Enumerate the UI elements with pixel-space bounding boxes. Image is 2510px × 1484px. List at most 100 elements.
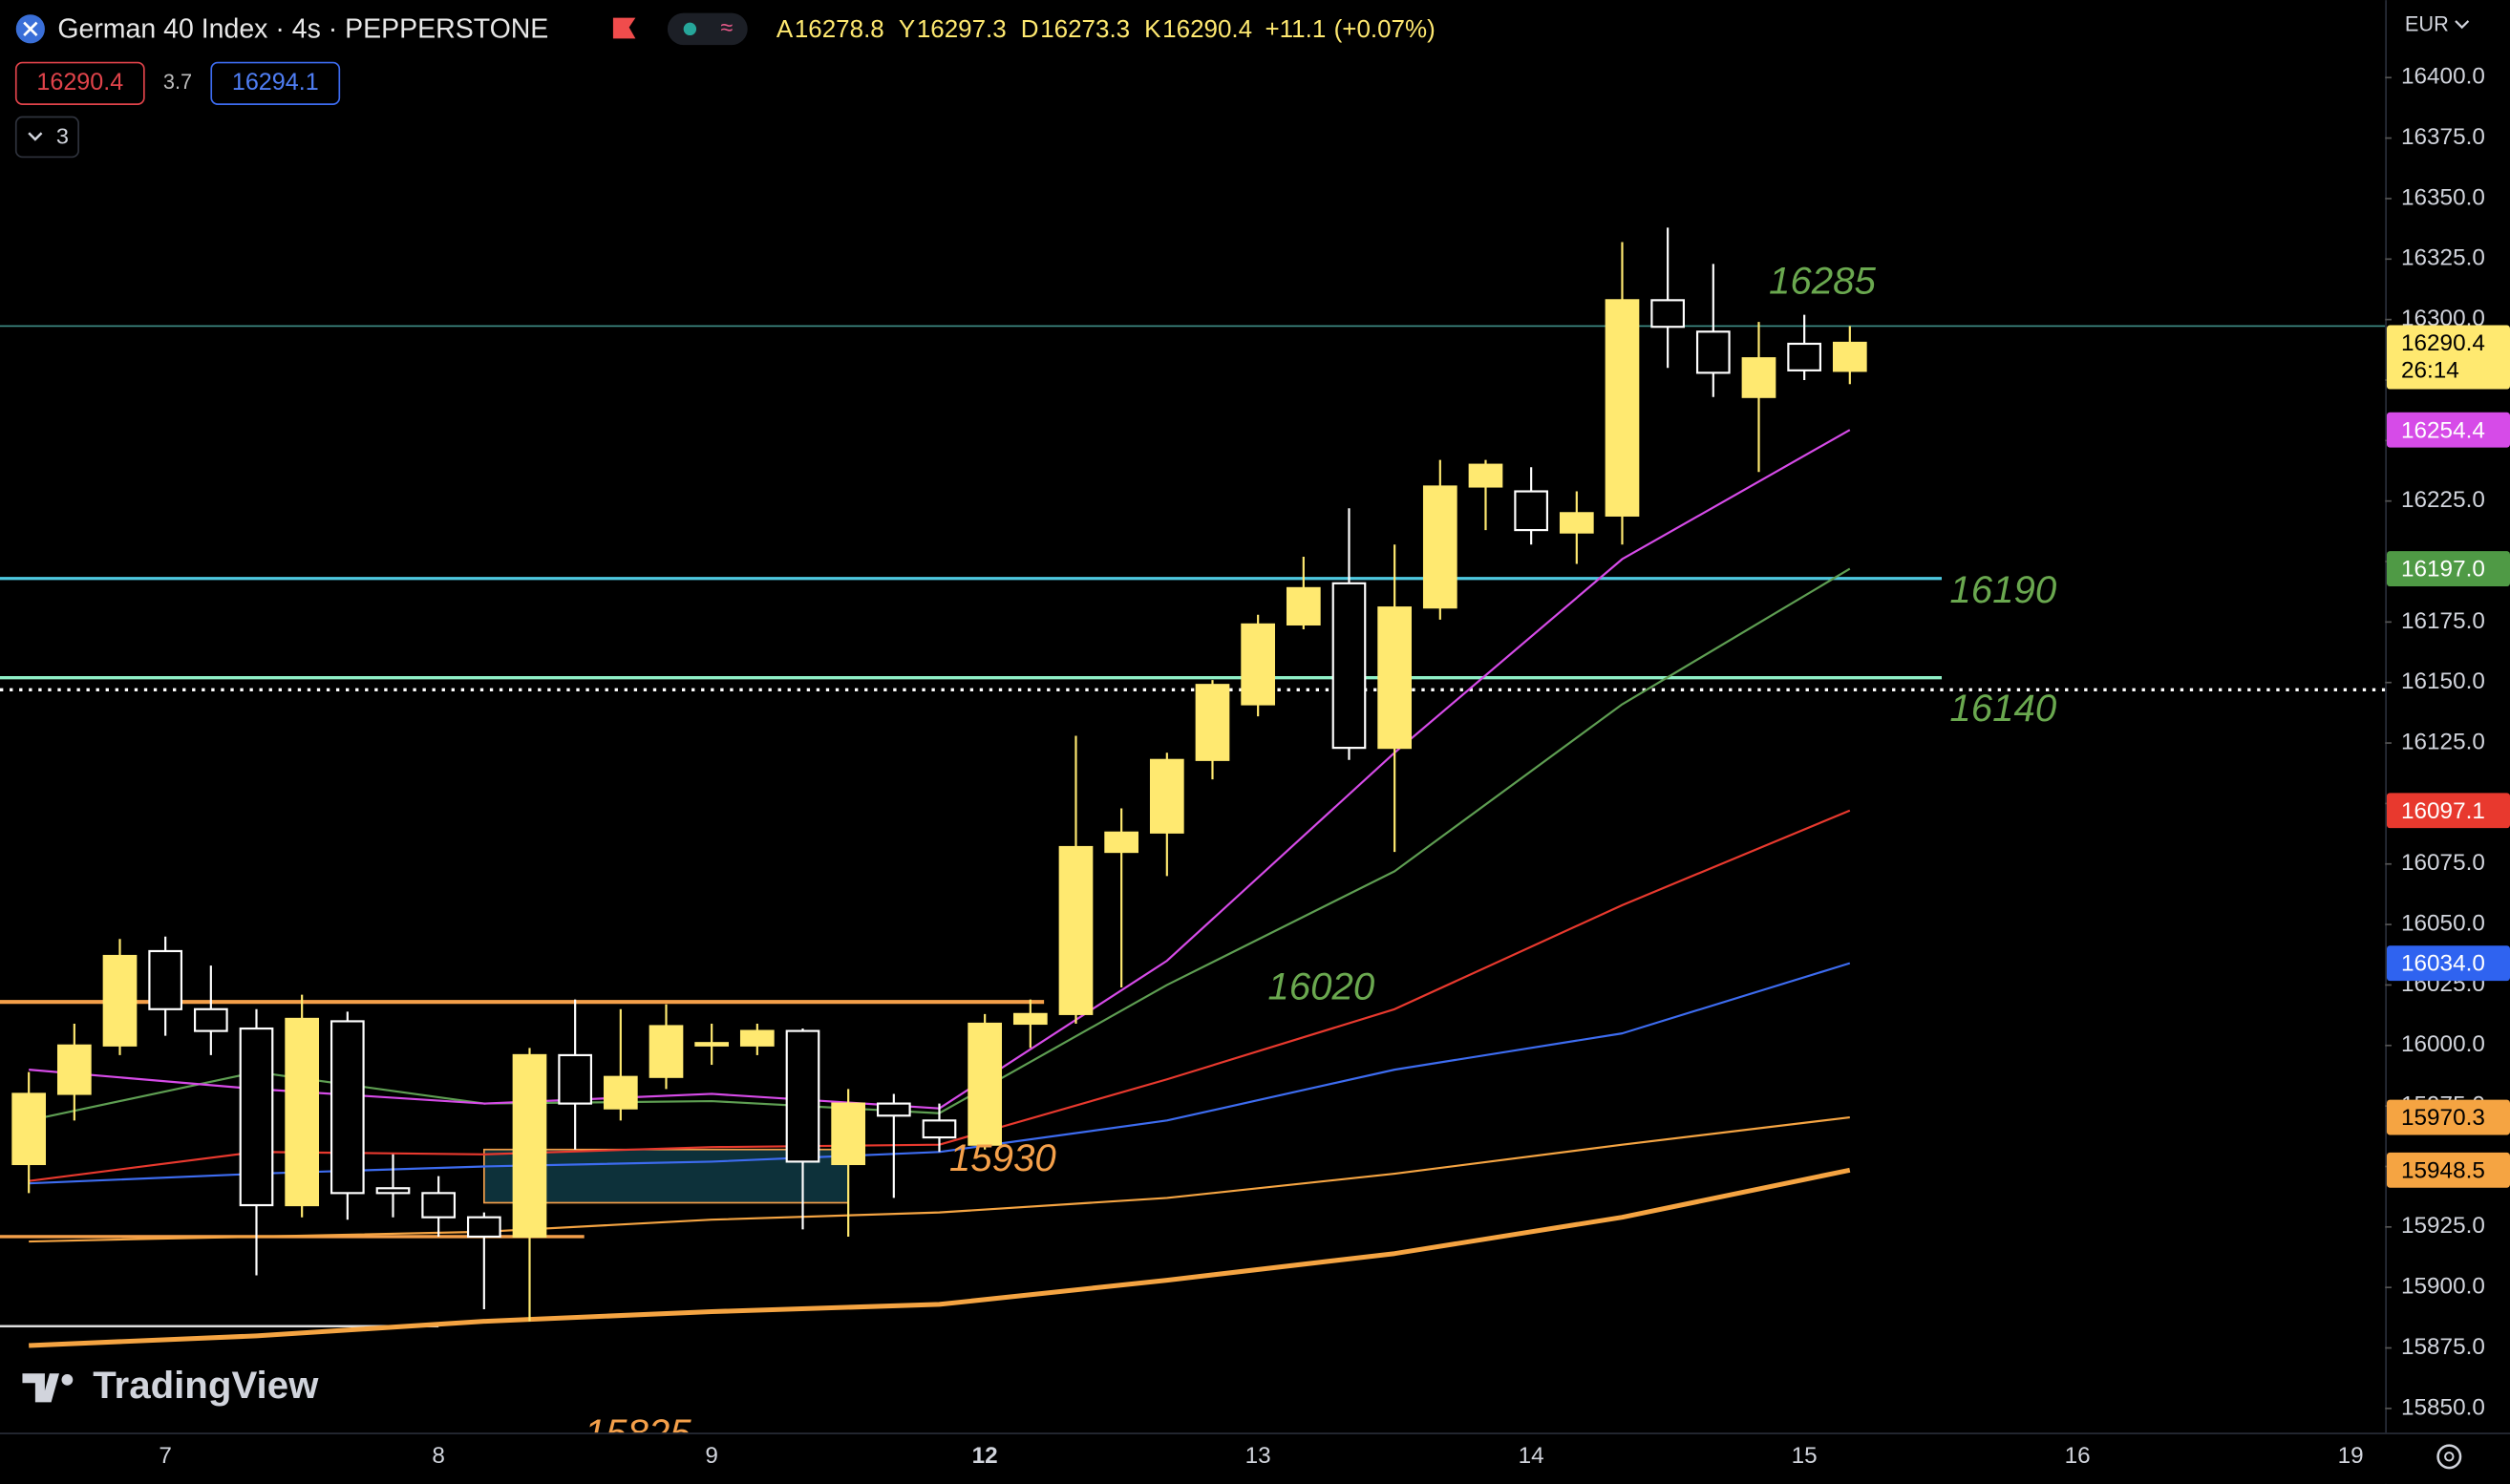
- symbol-title[interactable]: German 40 Index · 4s · PEPPERSTONE: [57, 14, 548, 45]
- candle-body: [193, 1007, 228, 1032]
- y-tick-label: 15875.0: [2401, 1334, 2485, 1360]
- price-badge: [2386, 945, 2510, 982]
- price-badge-label: 16290.4: [2401, 330, 2485, 356]
- candle-body: [1195, 684, 1230, 761]
- settings-icon[interactable]: [2436, 1444, 2462, 1470]
- annotation: 15930: [949, 1136, 1056, 1179]
- candle-body: [739, 1029, 775, 1047]
- y-tick-label: 16325.0: [2401, 245, 2485, 271]
- y-tick-label: 16125.0: [2401, 729, 2485, 754]
- ask-box[interactable]: [210, 61, 341, 105]
- candle-body: [285, 1017, 320, 1207]
- candle-body: [375, 1187, 411, 1195]
- candle-body: [968, 1022, 1003, 1146]
- ohlc-value: 16297.3: [917, 14, 1007, 43]
- x-tick-label: 12: [972, 1443, 998, 1469]
- candle-body: [558, 1053, 593, 1105]
- price-badge-label: 16097.1: [2401, 798, 2485, 824]
- candle-body: [56, 1044, 92, 1095]
- candle-body: [1832, 341, 1867, 372]
- x-tick-label: 19: [2338, 1443, 2364, 1469]
- annotation: 16190: [1949, 568, 2056, 611]
- candle-body: [1741, 357, 1776, 398]
- x-tick-label: 16: [2065, 1443, 2091, 1469]
- candle-body: [1422, 485, 1457, 609]
- y-tick-label: 16075.0: [2401, 850, 2485, 876]
- y-tick-label: 15925.0: [2401, 1213, 2485, 1239]
- ohlc-label: Y: [899, 14, 915, 43]
- moving-average-line: [29, 1115, 1850, 1243]
- candle-body: [1149, 758, 1184, 834]
- watermark-logo-dot: [61, 1374, 74, 1386]
- candle-body: [1650, 299, 1685, 329]
- candle-body: [1012, 1012, 1048, 1026]
- candle-body: [330, 1020, 365, 1195]
- candle-body: [1104, 831, 1139, 854]
- x-tick-label: 9: [705, 1443, 718, 1469]
- axes: 15850.015875.015900.015925.015950.015975…: [159, 64, 2510, 1469]
- plot-area: 162851619016140160201593015825: [0, 227, 2510, 1454]
- price-badge-label: 16034.0: [2401, 951, 2485, 977]
- bid-price: 16290.4: [36, 69, 123, 95]
- symbol-icon-glyph: [23, 21, 38, 36]
- status-pill[interactable]: [667, 12, 748, 46]
- currency-chevron: [2455, 20, 2470, 30]
- y-tick-label: 16375.0: [2401, 124, 2485, 150]
- candle-body: [1241, 623, 1276, 706]
- candle-body: [922, 1119, 957, 1139]
- candle-body: [1286, 586, 1321, 625]
- y-tick-label: 16175.0: [2401, 608, 2485, 634]
- indicators-count: 3: [56, 124, 69, 149]
- candle-body: [603, 1075, 638, 1110]
- currency-label[interactable]: EUR: [2405, 12, 2449, 36]
- price-badge-label: 15948.5: [2401, 1157, 2485, 1183]
- x-tick-label: 14: [1519, 1443, 1544, 1469]
- candle-body: [1377, 606, 1412, 750]
- y-tick-label: 16050.0: [2401, 911, 2485, 937]
- watermark: TradingView: [93, 1364, 319, 1407]
- candle-body: [421, 1192, 457, 1219]
- candle-body: [1514, 490, 1548, 532]
- y-tick-label: 15850.0: [2401, 1394, 2485, 1420]
- candle-body: [148, 949, 183, 1010]
- moving-average-line: [29, 1167, 1851, 1348]
- ask-price: 16294.1: [232, 69, 319, 95]
- price-badge: [2386, 1152, 2510, 1188]
- price-badge-label: 15970.3: [2401, 1105, 2485, 1131]
- indicators-toggle[interactable]: [14, 116, 79, 159]
- ohlc-value: 16278.8: [795, 14, 884, 43]
- annotation: 16140: [1949, 687, 2056, 730]
- candle-body: [512, 1053, 547, 1239]
- change-percent: (+0.07%): [1334, 14, 1436, 43]
- watermark-logo: [22, 1373, 60, 1403]
- y-tick-label: 15900.0: [2401, 1274, 2485, 1300]
- countdown: 26:14: [2401, 358, 2459, 384]
- x-tick-label: 8: [432, 1443, 445, 1469]
- candle-body: [1787, 342, 1821, 371]
- ohlc-value: 16273.3: [1040, 14, 1130, 43]
- price-badge-label: 16254.4: [2401, 417, 2485, 443]
- ohlc-label: A: [776, 14, 794, 43]
- status-wave: ≈: [720, 15, 733, 40]
- y-tick-label: 16350.0: [2401, 184, 2485, 210]
- candle-body: [785, 1029, 820, 1163]
- y-tick-label: 16225.0: [2401, 487, 2485, 513]
- ohlc-label: K: [1144, 14, 1161, 43]
- flag-icon[interactable]: [612, 17, 636, 39]
- candle-body: [1559, 512, 1594, 534]
- candle-body: [11, 1092, 47, 1166]
- chevron-icon: [28, 132, 43, 141]
- candle-body: [649, 1025, 684, 1078]
- candle-body: [1468, 463, 1503, 488]
- candle-body: [1331, 582, 1367, 750]
- y-tick-label: 16150.0: [2401, 668, 2485, 694]
- bid-box[interactable]: [14, 61, 145, 105]
- x-tick-label: 13: [1245, 1443, 1271, 1469]
- price-axis-panel: [2385, 0, 2510, 1484]
- ohlc-values: A 16278.8 Y 16297.3 D 16273.3 K 16290.4 +11.1 (+0…: [776, 14, 1436, 43]
- candle-body: [831, 1102, 866, 1166]
